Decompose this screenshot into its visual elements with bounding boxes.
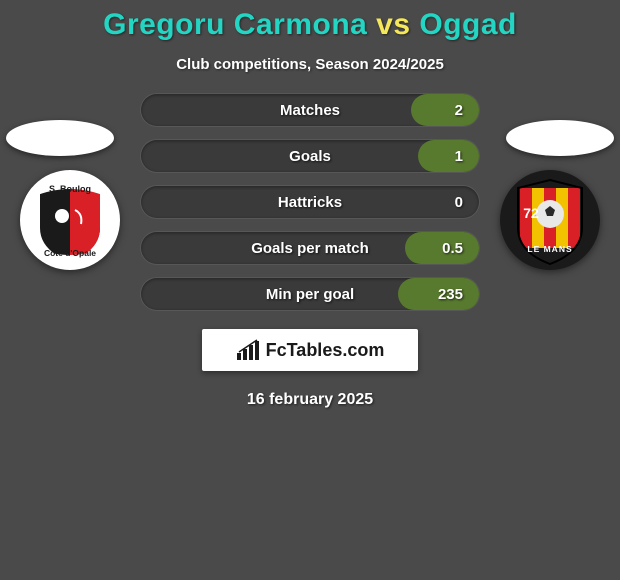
stat-label: Hattricks — [278, 194, 342, 211]
team2-crest: 72 LE MANS — [500, 170, 600, 270]
svg-text:S. Boulog: S. Boulog — [49, 184, 91, 194]
team1-crest: S. Boulog Côte d'Opale — [20, 170, 120, 270]
stat-row: Matches 2 — [140, 93, 480, 127]
stat-label: Goals — [289, 148, 331, 165]
svg-text:72: 72 — [523, 205, 539, 221]
player1-name: Gregoru Carmona — [103, 8, 367, 41]
stat-row: Min per goal 235 — [140, 277, 480, 311]
player2-name: Oggad — [419, 8, 517, 41]
stat-value: 0.5 — [442, 240, 463, 257]
boulogne-shield-icon: S. Boulog Côte d'Opale — [20, 170, 120, 270]
stat-label: Matches — [280, 102, 340, 119]
comparison-title: Gregoru Carmona vs Oggad — [103, 8, 517, 42]
svg-text:LE MANS: LE MANS — [527, 244, 572, 254]
player2-ellipse — [506, 120, 614, 156]
stat-fill — [411, 94, 479, 126]
branding-text: FcTables.com — [266, 340, 385, 361]
lemans-shield-icon: 72 LE MANS — [500, 170, 600, 270]
stat-row: Hattricks 0 — [140, 185, 480, 219]
stat-value: 235 — [438, 286, 463, 303]
stat-label: Goals per match — [251, 240, 369, 257]
stat-value: 2 — [455, 102, 463, 119]
player1-ellipse — [6, 120, 114, 156]
stat-label: Min per goal — [266, 286, 354, 303]
stat-value: 0 — [455, 194, 463, 211]
stat-row: Goals per match 0.5 — [140, 231, 480, 265]
svg-text:Côte d'Opale: Côte d'Opale — [44, 248, 96, 258]
vs-label: vs — [376, 8, 410, 41]
bars-icon — [236, 339, 260, 361]
subtitle: Club competitions, Season 2024/2025 — [176, 56, 444, 73]
stat-value: 1 — [455, 148, 463, 165]
stat-row: Goals 1 — [140, 139, 480, 173]
date-label: 16 february 2025 — [247, 391, 373, 409]
stat-fill — [418, 140, 479, 172]
branding-box: FcTables.com — [202, 329, 418, 371]
